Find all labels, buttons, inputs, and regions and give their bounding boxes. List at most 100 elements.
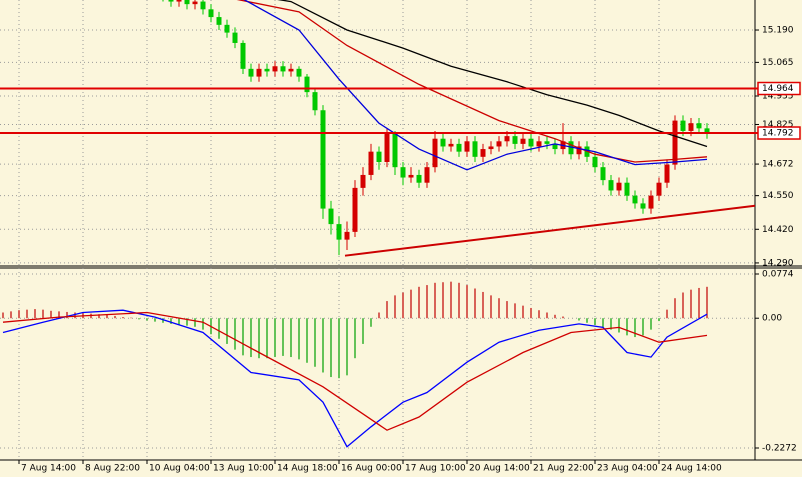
- x-tick-label: 7 Aug 14:00: [21, 464, 76, 474]
- y-tick-label: -0.2272: [762, 444, 797, 454]
- price-label-box: [757, 126, 801, 140]
- candle-body: [544, 141, 550, 144]
- candle-body: [416, 174, 422, 183]
- candle-body: [624, 182, 630, 196]
- candle-body: [288, 68, 294, 72]
- candle-body: [328, 208, 334, 225]
- candle-body: [376, 151, 382, 163]
- candle-body: [312, 92, 318, 111]
- candle-body: [360, 174, 366, 188]
- y-tick-label: 14.935: [762, 92, 794, 102]
- y-tick-label: 15.190: [762, 26, 794, 36]
- candle-body: [704, 128, 710, 134]
- macd-line: [2, 311, 708, 431]
- candle-body: [168, 0, 174, 2]
- moving-average: [236, 0, 708, 163]
- candle-body: [336, 224, 342, 240]
- candle-body: [600, 167, 606, 181]
- candle-body: [448, 143, 454, 147]
- candle-body: [320, 110, 326, 209]
- candle-body: [368, 151, 374, 175]
- candle-body: [648, 195, 654, 209]
- candle-body: [608, 180, 614, 191]
- price-panel: [0, 0, 755, 265]
- candle-body: [192, 1, 198, 5]
- candle-body: [184, 0, 190, 5]
- macd-line: [2, 309, 708, 448]
- y-tick-label: 14.825: [762, 120, 794, 130]
- candle-body: [392, 133, 398, 168]
- candle-body: [640, 203, 646, 209]
- candle-body: [424, 167, 430, 183]
- price-label: 14.964: [762, 84, 794, 94]
- x-tick-label: 17 Aug 10:00: [405, 464, 466, 474]
- y-tick-label: 14.672: [762, 160, 794, 170]
- price-label: 14.792: [762, 129, 794, 139]
- candle-body: [592, 156, 598, 168]
- x-tick-label: 10 Aug 04:00: [149, 464, 210, 474]
- candle-body: [680, 120, 686, 131]
- candle-body: [472, 141, 478, 157]
- candle-body: [304, 76, 310, 93]
- candle-body: [568, 141, 574, 155]
- candle-body: [344, 231, 350, 240]
- x-tick-label: 16 Aug 00:00: [341, 464, 402, 474]
- candle-body: [576, 146, 582, 155]
- x-tick-label: 20 Aug 14:00: [469, 464, 530, 474]
- x-tick-label: 21 Aug 22:00: [533, 464, 594, 474]
- candle-body: [504, 136, 510, 142]
- candle-body: [552, 143, 558, 150]
- candle-body: [664, 164, 670, 183]
- x-tick-label: 23 Aug 04:00: [597, 464, 658, 474]
- candle-body: [352, 187, 358, 232]
- y-tick-label: 15.065: [762, 58, 794, 68]
- y-tick-label: 14.290: [762, 258, 794, 268]
- candle-body: [616, 182, 622, 191]
- candle-body: [280, 66, 286, 72]
- candle-body: [512, 136, 518, 144]
- candle-body: [200, 1, 206, 10]
- macd-panel: [0, 268, 755, 460]
- candle-body: [224, 24, 230, 33]
- candle-body: [520, 138, 526, 144]
- moving-average: [277, 0, 708, 148]
- candle-body: [456, 143, 462, 152]
- candle-body: [240, 42, 246, 69]
- candle-body: [272, 66, 278, 72]
- candle-body: [256, 68, 262, 77]
- candle-body: [384, 133, 390, 163]
- candle-body: [432, 138, 438, 168]
- y-tick-label: 14.420: [762, 225, 794, 235]
- candle-body: [216, 17, 222, 25]
- candle-body: [232, 32, 238, 43]
- candle-body: [632, 195, 638, 204]
- trend-line: [344, 204, 755, 257]
- candle-body: [296, 68, 302, 77]
- candle-body: [480, 149, 486, 157]
- x-tick-label: 14 Aug 18:00: [277, 464, 338, 474]
- candle-body: [696, 123, 702, 129]
- x-tick-label: 13 Aug 10:00: [213, 464, 274, 474]
- candle-body: [440, 138, 446, 147]
- candle-body: [248, 68, 254, 77]
- candle-body: [488, 146, 494, 150]
- candle-body: [464, 141, 470, 152]
- candle-body: [408, 174, 414, 178]
- y-tick-label: 0.00: [762, 314, 782, 324]
- candle-body: [656, 182, 662, 196]
- x-tick-label: 8 Aug 22:00: [85, 464, 140, 474]
- candle-body: [264, 68, 270, 72]
- candle-body: [688, 123, 694, 131]
- candle-body: [672, 120, 678, 165]
- axes: 15.190 15.065 14.935 14.825 14.672 14.550 14.4…: [18, 26, 801, 474]
- moving-average: [243, 0, 708, 171]
- x-tick-label: 24 Aug 14:00: [661, 464, 722, 474]
- candle-body: [400, 167, 406, 178]
- candle-body: [496, 141, 502, 147]
- price-label-box: [757, 81, 801, 96]
- y-tick-label: 0.0774: [762, 269, 794, 279]
- candle-body: [176, 0, 182, 2]
- y-tick-label: 14.550: [762, 191, 794, 201]
